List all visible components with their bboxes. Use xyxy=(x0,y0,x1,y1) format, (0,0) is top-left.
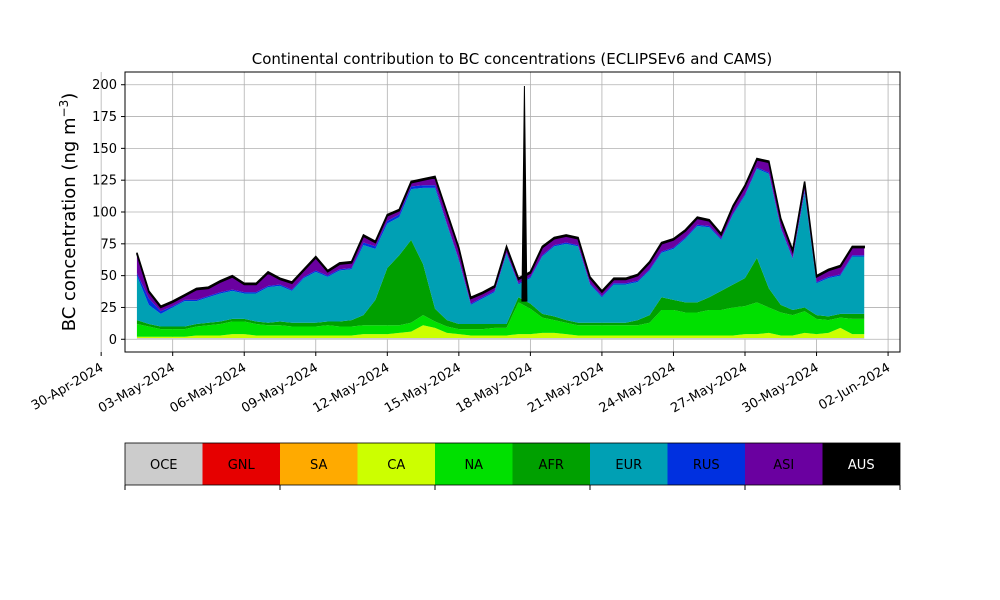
legend-label-asi: ASI xyxy=(773,458,794,473)
x-tick-label: 30-May-2024 xyxy=(740,360,822,416)
y-tick-label: 200 xyxy=(92,78,117,93)
area-series-oce xyxy=(136,338,865,340)
spike-peak xyxy=(521,85,528,302)
y-tick-label: 100 xyxy=(92,206,117,221)
legend-swatch-aus xyxy=(822,443,900,485)
y-axis: 0 25 50 75 100 125 150 175 200 xyxy=(92,78,125,348)
legend-label-ca: CA xyxy=(387,458,405,473)
legend-swatch-sa xyxy=(280,443,358,485)
legend-label-oce: OCE xyxy=(150,458,178,473)
chart-title: Continental contribution to BC concentra… xyxy=(252,50,773,68)
y-axis-label-close: ) xyxy=(59,93,80,100)
legend-label-gnl: GNL xyxy=(228,458,256,473)
x-tick-label: 27-May-2024 xyxy=(668,360,750,416)
area-series-eur xyxy=(136,168,865,327)
area-series-afr xyxy=(136,240,865,330)
area-series-aus xyxy=(136,157,865,309)
y-tick-label: 175 xyxy=(92,110,117,125)
x-tick-label: 09-May-2024 xyxy=(239,360,321,416)
area-series-na xyxy=(136,302,865,337)
legend-frame xyxy=(124,442,901,486)
y-tick-label: 150 xyxy=(92,142,117,157)
y-axis-label: BC concentration (ng m−3) xyxy=(57,93,80,332)
legend-label-aus: AUS xyxy=(848,458,875,473)
legend-label-afr: AFR xyxy=(539,458,564,473)
legend-swatch-na xyxy=(435,443,513,485)
y-axis-label-exp: −3 xyxy=(57,100,71,118)
legend-swatch-oce xyxy=(125,443,203,485)
legend-label-rus: RUS xyxy=(693,458,720,473)
y-tick-label: 50 xyxy=(100,269,117,284)
x-tick-label: 15-May-2024 xyxy=(382,360,464,416)
legend-swatch-asi xyxy=(745,443,823,485)
y-tick-label: 75 xyxy=(100,237,117,252)
plot-area xyxy=(100,71,901,353)
x-tick-label: 30-Apr-2024 xyxy=(29,360,106,413)
x-tick-label: 24-May-2024 xyxy=(597,360,679,416)
x-axis: 30-Apr-202403-May-202406-May-202409-May-… xyxy=(29,352,893,416)
legend-label-eur: EUR xyxy=(615,458,642,473)
area-series-asi xyxy=(136,159,865,312)
legend-label-na: NA xyxy=(464,458,483,473)
y-axis-label-base: BC concentration (ng m xyxy=(59,117,80,331)
legend-swatch-rus xyxy=(667,443,745,485)
x-tick-label: 03-May-2024 xyxy=(96,360,178,416)
x-tick-label: 12-May-2024 xyxy=(311,360,393,416)
y-tick-label: 0 xyxy=(109,333,117,348)
legend-colorbar: OCE GNL SA CA NA AFR EUR RUS ASI AUS xyxy=(124,442,901,490)
legend-swatch-ca xyxy=(357,443,435,485)
x-tick-label: 18-May-2024 xyxy=(454,360,536,416)
legend-swatch-afr xyxy=(512,443,590,485)
legend-swatch-gnl xyxy=(202,443,280,485)
y-tick-label: 125 xyxy=(92,174,117,189)
y-tick-label: 25 xyxy=(100,301,117,316)
x-tick-label: 02-Jun-2024 xyxy=(816,360,893,413)
x-tick-label: 21-May-2024 xyxy=(525,360,607,416)
legend-swatch-eur xyxy=(590,443,668,485)
legend-label-sa: SA xyxy=(310,458,327,473)
x-tick-label: 06-May-2024 xyxy=(168,360,250,416)
